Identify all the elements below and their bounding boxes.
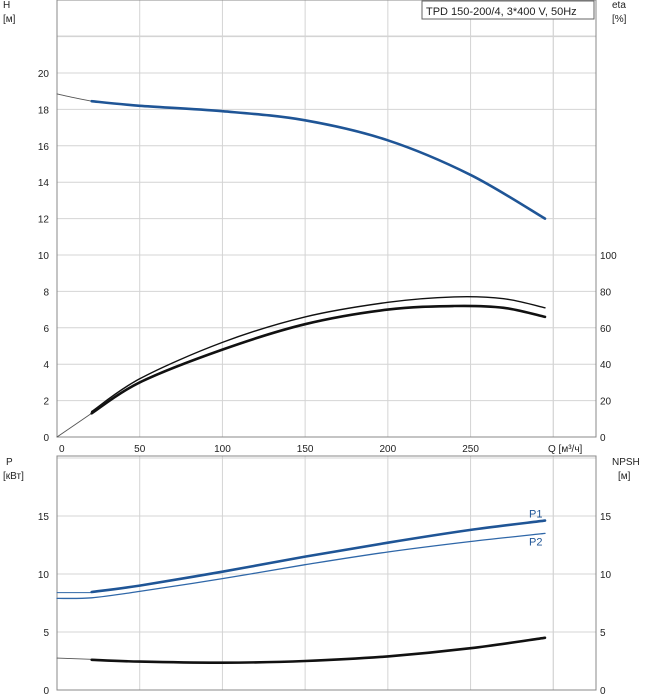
eta-tick-label: 100 [600, 251, 617, 262]
h-tick-label: 2 [43, 397, 49, 408]
eta-tick-label: 80 [600, 287, 612, 298]
h-tick-label: 8 [43, 287, 49, 298]
npsh-axis-label: NPSH [612, 457, 640, 468]
h-tick-label: 16 [38, 142, 50, 153]
npsh-tick-label: 0 [600, 686, 606, 697]
curves [56, 93, 547, 665]
h-axis-label: H [3, 0, 10, 11]
p-tick-label: 10 [38, 570, 50, 581]
h-tick-label: 10 [38, 251, 50, 262]
top-panel-grid [56, 0, 597, 438]
q-tick-label: 0 [59, 444, 65, 455]
npsh-tick-label: 15 [600, 512, 612, 523]
top-h-curve [90, 99, 547, 220]
eta-tick-label: 60 [600, 324, 612, 335]
p-tick-label: 0 [43, 686, 49, 697]
q-axis-label: Q [м³/ч] [548, 444, 583, 455]
q-tick-label: 150 [297, 444, 314, 455]
bottom-panel-frame [56, 455, 597, 691]
bottom-npsh-curve [90, 636, 547, 665]
eta-tick-label: 20 [600, 397, 612, 408]
top-eta-top-curve [91, 295, 546, 413]
h-tick-label: 14 [38, 178, 50, 189]
q-tick-label: 50 [134, 444, 146, 455]
eta-axis-unit: [%] [612, 14, 627, 25]
q-tick-label: 200 [380, 444, 397, 455]
eta-tick-label: 0 [600, 433, 606, 444]
eta-axis-label: eta [612, 0, 626, 11]
q-tick-label: 250 [462, 444, 479, 455]
p-axis-label: P [6, 457, 13, 468]
series-label-p2: P2 [529, 536, 542, 548]
h-tick-label: 12 [38, 215, 50, 226]
model-title: TPD 150-200/4, 3*400 V, 50Hz [426, 6, 577, 18]
npsh-tick-label: 5 [600, 628, 606, 639]
p-tick-label: 15 [38, 512, 50, 523]
p-tick-label: 5 [43, 628, 49, 639]
series-labels: P1 P2 [529, 509, 542, 549]
series-label-p1: P1 [529, 509, 542, 521]
top-panel-frame [56, 0, 597, 438]
h-axis-unit: [м] [3, 14, 16, 25]
h-tick-label: 0 [43, 433, 49, 444]
h-tick-label: 20 [38, 69, 50, 80]
top-eta-bottom-curve [90, 304, 547, 415]
bottom-p2-curve [56, 532, 546, 600]
h-tick-label: 6 [43, 324, 49, 335]
bottom-npsh-ext-curve [56, 657, 93, 660]
q-tick-label: 100 [214, 444, 231, 455]
npsh-axis-unit: [м] [618, 471, 631, 482]
npsh-tick-label: 10 [600, 570, 612, 581]
top-h-ext-curve [56, 93, 93, 102]
h-tick-label: 4 [43, 360, 49, 371]
p-axis-unit: [кВт] [3, 471, 24, 482]
model-title-box [421, 0, 595, 20]
bottom-panel-grid [56, 455, 597, 691]
eta-tick-label: 40 [600, 360, 612, 371]
bottom-p1-curve [90, 519, 547, 594]
h-tick-label: 18 [38, 105, 50, 116]
top-eta-ext-curve [56, 412, 93, 438]
